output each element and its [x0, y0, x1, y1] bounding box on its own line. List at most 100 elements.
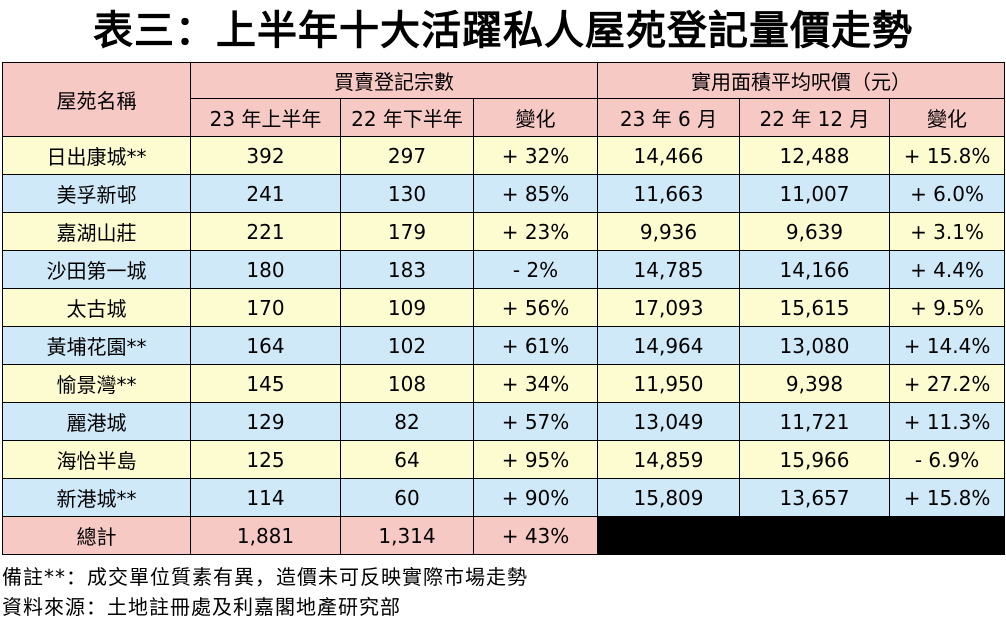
price-jun-2023-cell: 11,950 — [597, 364, 741, 403]
price-change-cell: + 14.4% — [889, 326, 1006, 365]
estate-name-cell: 麗港城 — [2, 402, 191, 441]
table-row: 新港城** 114 60 + 90% 15,809 13,657 + 15.8% — [2, 478, 1006, 517]
estate-name-cell: 日出康城** — [2, 136, 191, 175]
estate-name-cell: 美孚新邨 — [2, 174, 191, 213]
price-change-cell: + 3.1% — [889, 212, 1006, 251]
total-volume-change-cell: + 43% — [472, 516, 599, 555]
footnotes: 備註**：成交單位質素有異，造價未可反映實際市場走勢 資料來源：土地註冊處及利嘉… — [2, 562, 1002, 622]
price-change-cell: + 6.0% — [889, 174, 1006, 213]
price-change-cell: + 11.3% — [889, 402, 1006, 441]
price-jun-2023-cell: 9,936 — [597, 212, 741, 251]
estate-name-cell: 太古城 — [2, 288, 191, 327]
volume-h2-2022-cell: 109 — [340, 288, 474, 327]
estate-volume-price-table: 屋苑名稱 買賣登記宗數 實用面積平均呎價（元） 23 年上半年 22 年下半年 … — [2, 62, 1006, 555]
header-price-dec-2022: 22 年 12 月 — [739, 98, 891, 137]
volume-h2-2022-cell: 108 — [340, 364, 474, 403]
volume-h2-2022-cell: 82 — [340, 402, 474, 441]
total-label-cell: 總計 — [2, 516, 191, 555]
volume-h1-2023-cell: 164 — [190, 326, 341, 365]
header-estate-name: 屋苑名稱 — [2, 62, 191, 137]
volume-h1-2023-cell: 145 — [190, 364, 341, 403]
volume-change-cell: + 32% — [472, 136, 599, 175]
volume-change-cell: + 61% — [472, 326, 599, 365]
price-dec-2022-cell: 13,080 — [739, 326, 891, 365]
volume-h2-2022-cell: 183 — [340, 250, 474, 289]
header-group-transaction-volume: 買賣登記宗數 — [189, 62, 599, 99]
volume-h2-2022-cell: 297 — [340, 136, 474, 175]
table-row: 嘉湖山莊 221 179 + 23% 9,936 9,639 + 3.1% — [2, 212, 1006, 251]
price-dec-2022-cell: 11,007 — [739, 174, 891, 213]
estate-name-cell: 黃埔花園** — [2, 326, 191, 365]
price-jun-2023-cell: 14,964 — [597, 326, 741, 365]
estate-name-cell: 嘉湖山莊 — [2, 212, 191, 251]
price-change-cell: + 27.2% — [889, 364, 1006, 403]
volume-change-cell: + 95% — [472, 440, 599, 479]
table-row: 美孚新邨 241 130 + 85% 11,663 11,007 + 6.0% — [2, 174, 1006, 213]
volume-h1-2023-cell: 241 — [190, 174, 341, 213]
volume-change-cell: + 56% — [472, 288, 599, 327]
price-jun-2023-cell: 14,785 — [597, 250, 741, 289]
header-volume-h2-2022: 22 年下半年 — [340, 98, 474, 137]
price-change-cell: + 9.5% — [889, 288, 1006, 327]
price-jun-2023-cell: 13,049 — [597, 402, 741, 441]
estate-name-cell: 海怡半島 — [2, 440, 191, 479]
estate-name-cell: 新港城** — [2, 478, 191, 517]
price-jun-2023-cell: 17,093 — [597, 288, 741, 327]
total-row: 總計 1,881 1,314 + 43% — [2, 516, 1006, 555]
header-price-jun-2023: 23 年 6 月 — [597, 98, 741, 137]
remark-note: 備註**：成交單位質素有異，造價未可反映實際市場走勢 — [2, 565, 528, 589]
volume-h2-2022-cell: 179 — [340, 212, 474, 251]
volume-h2-2022-cell: 102 — [340, 326, 474, 365]
table-row: 麗港城 129 82 + 57% 13,049 11,721 + 11.3% — [2, 402, 1006, 441]
total-volume-h1-2023-cell: 1,881 — [190, 516, 341, 555]
price-change-cell: + 4.4% — [889, 250, 1006, 289]
price-dec-2022-cell: 9,639 — [739, 212, 891, 251]
price-change-cell: - 6.9% — [889, 440, 1006, 479]
price-dec-2022-cell: 11,721 — [739, 402, 891, 441]
page-title: 表三：上半年十大活躍私人屋苑登記量價走勢 — [93, 8, 913, 54]
volume-h1-2023-cell: 170 — [190, 288, 341, 327]
price-dec-2022-cell: 15,966 — [739, 440, 891, 479]
volume-h2-2022-cell: 64 — [340, 440, 474, 479]
volume-h1-2023-cell: 180 — [190, 250, 341, 289]
price-dec-2022-cell: 12,488 — [739, 136, 891, 175]
table-row: 太古城 170 109 + 56% 17,093 15,615 + 9.5% — [2, 288, 1006, 327]
estate-name-cell: 沙田第一城 — [2, 250, 191, 289]
table-row: 海怡半島 125 64 + 95% 14,859 15,966 - 6.9% — [2, 440, 1006, 479]
volume-change-cell: - 2% — [472, 250, 599, 289]
volume-h1-2023-cell: 392 — [190, 136, 341, 175]
price-jun-2023-cell: 14,859 — [597, 440, 741, 479]
table-row: 日出康城** 392 297 + 32% 14,466 12,488 + 15.… — [2, 136, 1006, 175]
volume-h1-2023-cell: 114 — [190, 478, 341, 517]
price-dec-2022-cell: 15,615 — [739, 288, 891, 327]
price-jun-2023-cell: 14,466 — [597, 136, 741, 175]
volume-change-cell: + 57% — [472, 402, 599, 441]
price-dec-2022-cell: 13,657 — [739, 478, 891, 517]
header-volume-h1-2023: 23 年上半年 — [190, 98, 341, 137]
volume-change-cell: + 23% — [472, 212, 599, 251]
header-price-change: 變化 — [889, 98, 1006, 137]
volume-change-cell: + 90% — [472, 478, 599, 517]
volume-h1-2023-cell: 221 — [190, 212, 341, 251]
price-jun-2023-cell: 15,809 — [597, 478, 741, 517]
volume-change-cell: + 85% — [472, 174, 599, 213]
volume-change-cell: + 34% — [472, 364, 599, 403]
header-group-average-price: 實用面積平均呎價（元） — [597, 62, 1006, 99]
price-change-cell: + 15.8% — [889, 478, 1006, 517]
price-change-cell: + 15.8% — [889, 136, 1006, 175]
volume-h2-2022-cell: 130 — [340, 174, 474, 213]
volume-h1-2023-cell: 129 — [190, 402, 341, 441]
header-volume-change: 變化 — [472, 98, 599, 137]
table-row: 黃埔花園** 164 102 + 61% 14,964 13,080 + 14.… — [2, 326, 1006, 365]
volume-h2-2022-cell: 60 — [340, 478, 474, 517]
price-dec-2022-cell: 9,398 — [739, 364, 891, 403]
table-row: 愉景灣** 145 108 + 34% 11,950 9,398 + 27.2% — [2, 364, 1006, 403]
price-jun-2023-cell: 11,663 — [597, 174, 741, 213]
estate-name-cell: 愉景灣** — [2, 364, 191, 403]
volume-h1-2023-cell: 125 — [190, 440, 341, 479]
total-volume-h2-2022-cell: 1,314 — [340, 516, 474, 555]
table-row: 沙田第一城 180 183 - 2% 14,785 14,166 + 4.4% — [2, 250, 1006, 289]
price-dec-2022-cell: 14,166 — [739, 250, 891, 289]
blackout-cell — [597, 516, 1006, 555]
source-note: 資料來源：土地註冊處及利嘉閣地產研究部 — [2, 595, 401, 619]
